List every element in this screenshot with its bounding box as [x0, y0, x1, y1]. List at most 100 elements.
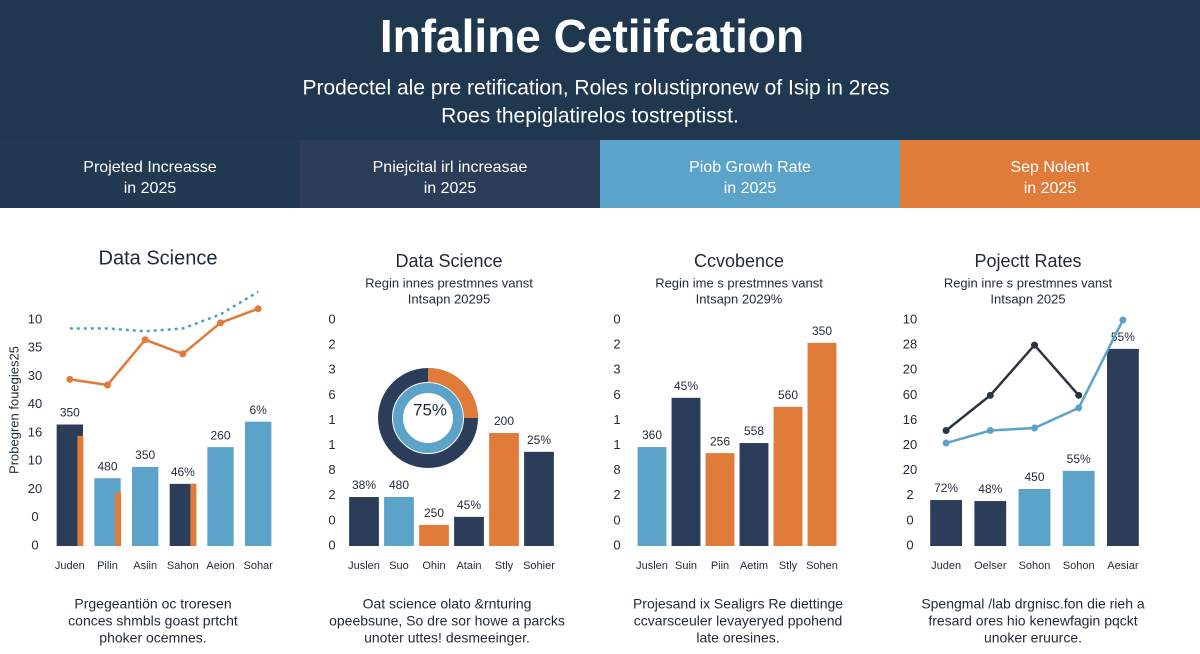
tab-label: Sep Nolent	[1010, 159, 1090, 176]
bar-annotation: 46%	[171, 465, 195, 479]
tab	[300, 140, 600, 208]
tab-label: in 2025	[124, 180, 177, 197]
tab-label: Pniejcital irl increasae	[373, 159, 528, 176]
tab-label: in 2025	[1024, 180, 1077, 197]
y-tick-label: 3	[328, 362, 335, 377]
y-tick-label: 20	[28, 481, 42, 496]
bar-annotation: 250	[424, 506, 444, 520]
line-marker	[254, 305, 262, 313]
y-tick-label: 2	[328, 337, 335, 352]
chart-subtitle: Intsapn 2025	[990, 291, 1065, 306]
line-marker	[986, 391, 994, 399]
bar	[930, 500, 963, 546]
y-tick-label: 20	[903, 362, 917, 377]
bar-annotation: 45%	[674, 379, 698, 393]
bar-annotation: 45%	[457, 498, 481, 512]
donut-arc	[427, 368, 478, 419]
bar	[773, 406, 803, 546]
x-tick-label: Ohin	[422, 560, 445, 572]
y-tick-label: 10	[28, 311, 42, 326]
x-tick-label: Aeion	[206, 560, 234, 572]
line-marker	[1031, 341, 1038, 349]
chart-subtitle: Regin ime s prestmnes vanst	[655, 275, 823, 290]
header-band	[0, 0, 1200, 140]
chart-subtitle: Regin inre s prestmnes vanst	[944, 275, 1113, 290]
bar-annotation: 450	[1024, 470, 1044, 484]
y-tick-label: 6	[613, 387, 620, 402]
y-tick-label: 10	[903, 311, 917, 326]
line-marker	[942, 439, 950, 447]
line-marker	[141, 336, 149, 344]
chart-subtitle: Regin innes prestmnes vanst	[365, 275, 533, 290]
bar	[115, 492, 122, 546]
y-tick-label: 40	[28, 396, 42, 411]
bar-annotation: 6%	[249, 403, 267, 417]
bar	[77, 435, 84, 546]
donut-inner-ring	[393, 383, 463, 453]
x-tick-label: Juden	[55, 560, 85, 572]
x-tick-label: Oelser	[974, 560, 1007, 572]
y-tick-label: 2	[906, 487, 913, 502]
subtitle: Roes thepiglatirelos tostreptisst.	[441, 105, 739, 128]
bar-annotation: 558	[744, 424, 764, 438]
y-tick-label: 0	[328, 537, 335, 552]
caption: unoter uttes! desmeeinger.	[364, 630, 530, 646]
tab	[0, 140, 300, 208]
tab-label: in 2025	[424, 180, 477, 197]
y-tick-label: 35	[28, 340, 42, 355]
caption: Spengmal /lab drgnisc.fon die rieh a	[921, 596, 1145, 612]
x-tick-label: Juden	[931, 560, 961, 572]
bar	[1018, 488, 1051, 546]
tab	[600, 140, 900, 208]
bar-annotation: 260	[210, 428, 230, 442]
bar	[739, 443, 769, 546]
y-tick-label: 0	[906, 537, 913, 552]
bar-annotation: 350	[135, 448, 155, 462]
bar	[1062, 470, 1095, 546]
y-tick-label: 0	[31, 509, 38, 524]
line-marker	[66, 375, 74, 383]
bar	[974, 501, 1007, 546]
bar-annotation: 55%	[1067, 452, 1091, 466]
bar	[131, 466, 159, 546]
y-tick-label: 1	[328, 412, 335, 427]
bar-annotation: 200	[494, 414, 514, 428]
y-axis-label: Probegren fouegies25	[6, 346, 21, 474]
chart-title: Data Science	[99, 247, 218, 269]
x-tick-label: Asiin	[133, 560, 157, 572]
bar	[190, 483, 197, 546]
chart-subtitle: Intsapn 2029%	[696, 291, 783, 306]
line	[945, 343, 1080, 432]
bar	[671, 397, 701, 546]
y-tick-label: 0	[328, 512, 335, 527]
x-tick-label: Suo	[389, 560, 409, 572]
line-marker	[217, 319, 224, 327]
chart-title: Ccvobence	[694, 251, 784, 271]
y-tick-label: 10	[28, 453, 42, 468]
tab	[900, 140, 1200, 208]
bar-annotation: 350	[60, 406, 80, 420]
x-tick-label: Juslen	[348, 560, 380, 572]
bar	[705, 453, 735, 546]
x-tick-label: Piin	[711, 560, 729, 572]
y-tick-label: 2	[613, 337, 620, 352]
donut-label: 75%	[413, 400, 447, 419]
caption: Oat science olato &rnturing	[363, 596, 532, 612]
page-title: Infaline Cetiifcation	[380, 10, 804, 62]
bar-annotation: 48%	[978, 482, 1002, 496]
line	[69, 290, 259, 333]
subtitle: Prodectel ale pre retification, Roles ro…	[302, 77, 889, 100]
tab-label: Piob Growh Rate	[689, 159, 811, 176]
line-marker	[1031, 424, 1038, 432]
bar	[244, 421, 272, 546]
bar-annotation: 38%	[352, 478, 376, 492]
y-tick-label: 3	[613, 362, 620, 377]
x-tick-label: Sohon	[1019, 560, 1051, 572]
bar-annotation: 360	[642, 428, 662, 442]
bar	[207, 447, 234, 546]
line	[69, 307, 259, 387]
x-tick-label: Suin	[675, 560, 697, 572]
y-tick-label: 20	[903, 462, 917, 477]
